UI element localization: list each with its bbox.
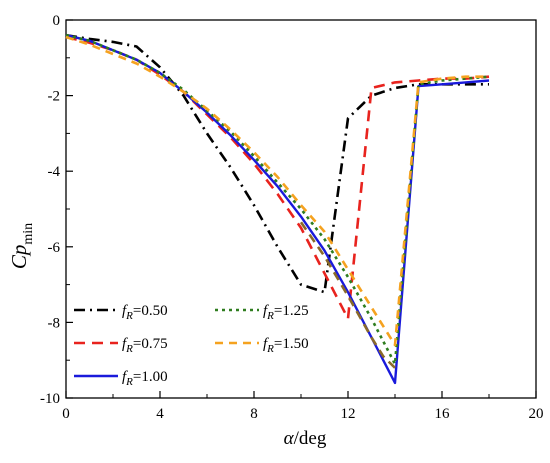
legend-label-4: fR=1.25 [263, 303, 309, 322]
x-tick-label: 16 [435, 406, 451, 422]
y-axis-title: Cpmin [7, 223, 36, 269]
y-tick-label: -6 [48, 240, 61, 256]
x-tick-label: 20 [529, 406, 544, 422]
legend-label-5: fR=1.50 [263, 336, 309, 355]
series-line-6 [299, 221, 396, 369]
y-tick-label: -8 [48, 315, 61, 331]
legend: fR=0.50 fR=0.75 fR=1.00 fR=1.25 fR=1.50 [74, 303, 309, 388]
series-line-3 [65, 33, 490, 385]
y-tick-label: -10 [40, 391, 60, 407]
x-tick-label: 4 [156, 406, 164, 422]
x-axis-title: α/deg [284, 428, 327, 449]
series-line-5 [65, 35, 489, 347]
axes: 0 4 8 12 16 20 0 -2 -4 -6 -8 -10 [40, 13, 544, 422]
x-tick-label: 8 [250, 406, 258, 422]
legend-label-1: fR=0.50 [122, 303, 168, 322]
x-tick-label: 12 [341, 406, 356, 422]
y-tick-label: -2 [48, 89, 61, 105]
y-tick-label: 0 [53, 13, 61, 29]
legend-label-2: fR=0.75 [122, 336, 168, 355]
series-group [65, 33, 490, 385]
y-tick-label: -4 [48, 164, 61, 180]
series-line-1 [65, 33, 489, 294]
x-tick-label: 0 [62, 406, 70, 422]
legend-label-3: fR=1.00 [122, 369, 168, 388]
